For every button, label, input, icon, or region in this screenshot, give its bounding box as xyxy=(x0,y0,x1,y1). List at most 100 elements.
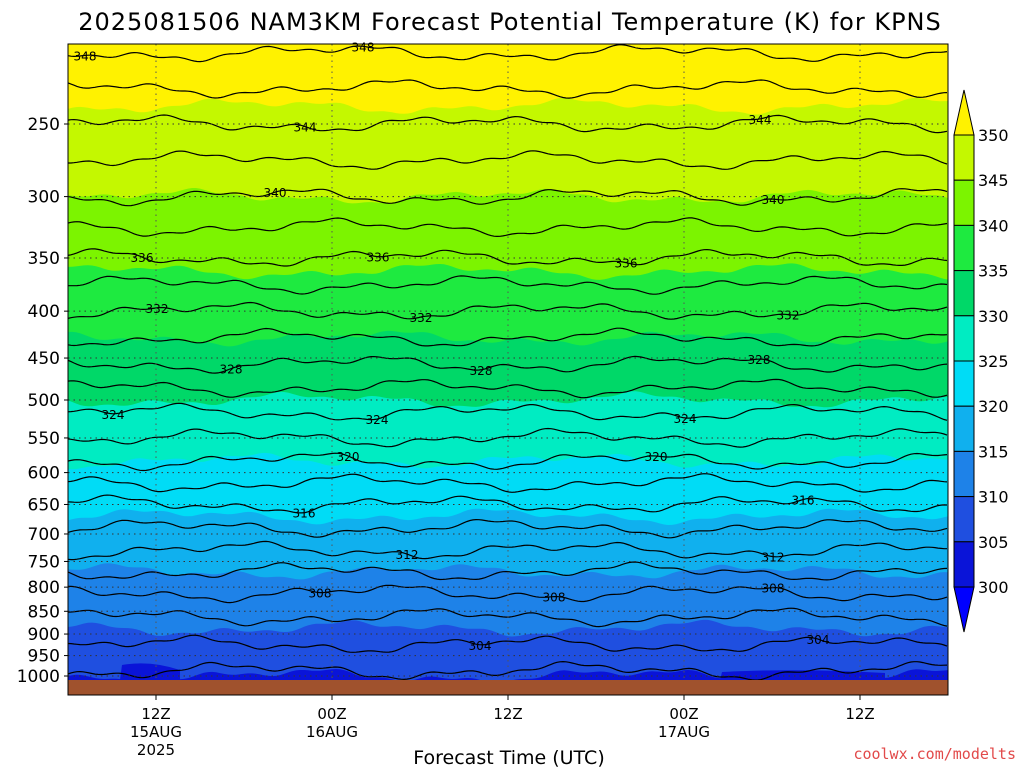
x-tick-label: 17AUG xyxy=(658,723,710,741)
grid-lines xyxy=(68,44,948,680)
colorbar-swatch-335 xyxy=(953,224,975,272)
colorbar-swatch-345 xyxy=(953,134,975,181)
colorbar-swatch-310 xyxy=(953,450,975,498)
colorbar-swatch-305 xyxy=(953,496,975,543)
contour-label: 344 xyxy=(294,121,317,135)
contour-label: 328 xyxy=(748,353,771,367)
y-tick-label: 700 xyxy=(28,525,60,545)
y-axis: 250 300 350 400 450 500 550 600 650 700 750 800 850 9… xyxy=(17,115,68,687)
contour-344 xyxy=(68,114,948,134)
y-tick-label: 600 xyxy=(28,464,60,484)
contour-324 xyxy=(68,402,948,421)
contour-label: 328 xyxy=(220,363,243,377)
colorbar-label: 315 xyxy=(978,442,1009,461)
contour-320 xyxy=(68,452,948,472)
y-tick-label: 250 xyxy=(28,115,60,135)
y-tick-label: 550 xyxy=(28,429,60,449)
colorbar-label: 325 xyxy=(978,352,1009,371)
contour-labels: 304 304 308 308 308 312 312 316 316 320 320 324 324 3… xyxy=(74,40,830,653)
contour-label: 308 xyxy=(762,582,785,596)
contour-label: 348 xyxy=(74,49,97,63)
x-tick-label: 00Z xyxy=(669,705,698,723)
contour-330 xyxy=(68,327,948,347)
x-tick-label: 15AUG xyxy=(130,723,182,741)
y-tick-label: 950 xyxy=(28,647,60,667)
x-axis-label: Forecast Time (UTC) xyxy=(413,747,604,768)
contour-label: 340 xyxy=(762,193,785,207)
contour-label: 304 xyxy=(807,633,830,647)
contour-lines xyxy=(68,44,948,680)
colorbar-label: 330 xyxy=(978,307,1009,326)
contour-label: 336 xyxy=(367,251,390,265)
contour-label: 340 xyxy=(264,186,287,200)
x-tick-label: 2025 xyxy=(137,741,175,759)
contour-label: 332 xyxy=(777,309,800,323)
contour-336 xyxy=(68,248,948,267)
contour-332 xyxy=(68,301,948,320)
y-tick-label: 450 xyxy=(28,349,60,369)
chart-title: 2025081506 NAM3KM Forecast Potential Tem… xyxy=(78,8,941,36)
x-tick-label: 12Z xyxy=(845,705,874,723)
y-tick-label: 1000 xyxy=(17,667,60,687)
contour-label: 316 xyxy=(293,507,316,521)
y-tick-label: 800 xyxy=(28,578,60,598)
contour-342 xyxy=(68,150,948,170)
colorbar-swatch-330 xyxy=(953,270,975,317)
contour-label: 308 xyxy=(543,591,566,605)
colorbar-label: 335 xyxy=(978,262,1009,281)
contour-label: 324 xyxy=(102,408,125,422)
y-tick-label: 900 xyxy=(28,625,60,645)
ground-strip xyxy=(68,680,948,695)
contour-label: 328 xyxy=(470,364,493,378)
contour-328 xyxy=(68,355,948,374)
contour-302 xyxy=(68,660,948,680)
contour-label: 348 xyxy=(352,40,375,54)
y-tick-label: 500 xyxy=(28,391,60,411)
contour-label: 304 xyxy=(469,639,492,653)
colorbar-top-arrow xyxy=(953,89,975,136)
colorbar-label: 320 xyxy=(978,397,1009,416)
band-300 xyxy=(68,669,948,680)
contour-label: 320 xyxy=(337,450,360,464)
contour-label: 308 xyxy=(309,587,332,601)
contour-label: 320 xyxy=(645,450,668,464)
y-tick-label: 850 xyxy=(28,602,60,622)
colorbar-label: 310 xyxy=(978,488,1009,507)
contour-label: 312 xyxy=(762,551,785,565)
contour-label: 324 xyxy=(366,413,389,427)
contour-label: 332 xyxy=(146,302,169,316)
colorbar-swatch-315 xyxy=(953,405,975,452)
plot-area: 304 304 308 308 308 312 312 316 316 320 320 324 324 3… xyxy=(67,40,949,696)
colorbar-swatch-320 xyxy=(953,360,975,407)
colorbar-swatch-325 xyxy=(953,315,975,362)
contour-316 xyxy=(68,494,948,514)
colorbar-label: 350 xyxy=(978,126,1009,145)
contour-label: 344 xyxy=(749,113,772,127)
y-tick-label: 400 xyxy=(28,302,60,322)
contour-312 xyxy=(68,540,947,561)
colorbar-label: 345 xyxy=(978,171,1009,190)
contour-346 xyxy=(68,79,948,99)
colorbar-bottom-arrow xyxy=(953,586,975,633)
y-tick-label: 750 xyxy=(28,552,60,572)
y-tick-label: 350 xyxy=(28,249,60,269)
contour-334 xyxy=(68,275,948,295)
contour-322 xyxy=(68,427,948,448)
contour-label: 336 xyxy=(615,257,638,271)
x-tick-label: 00Z xyxy=(317,705,346,723)
contour-label: 316 xyxy=(792,494,815,508)
contour-label: 336 xyxy=(131,251,154,265)
colorbar-label: 305 xyxy=(978,533,1009,552)
colorbar-label: 340 xyxy=(978,216,1009,235)
colorbar-swatch-340 xyxy=(953,179,975,226)
x-tick-label: 16AUG xyxy=(306,723,358,741)
colorbar-label: 300 xyxy=(978,578,1009,597)
credit-text: coolwx.com/modelts xyxy=(853,745,1016,763)
colorbar: 350 345 340 335 330 325 320 315 310 305 300 xyxy=(953,89,1009,633)
y-tick-label: 300 xyxy=(28,188,60,208)
contour-label: 312 xyxy=(396,548,419,562)
contour-338 xyxy=(68,217,948,238)
y-tick-label: 650 xyxy=(28,495,60,515)
